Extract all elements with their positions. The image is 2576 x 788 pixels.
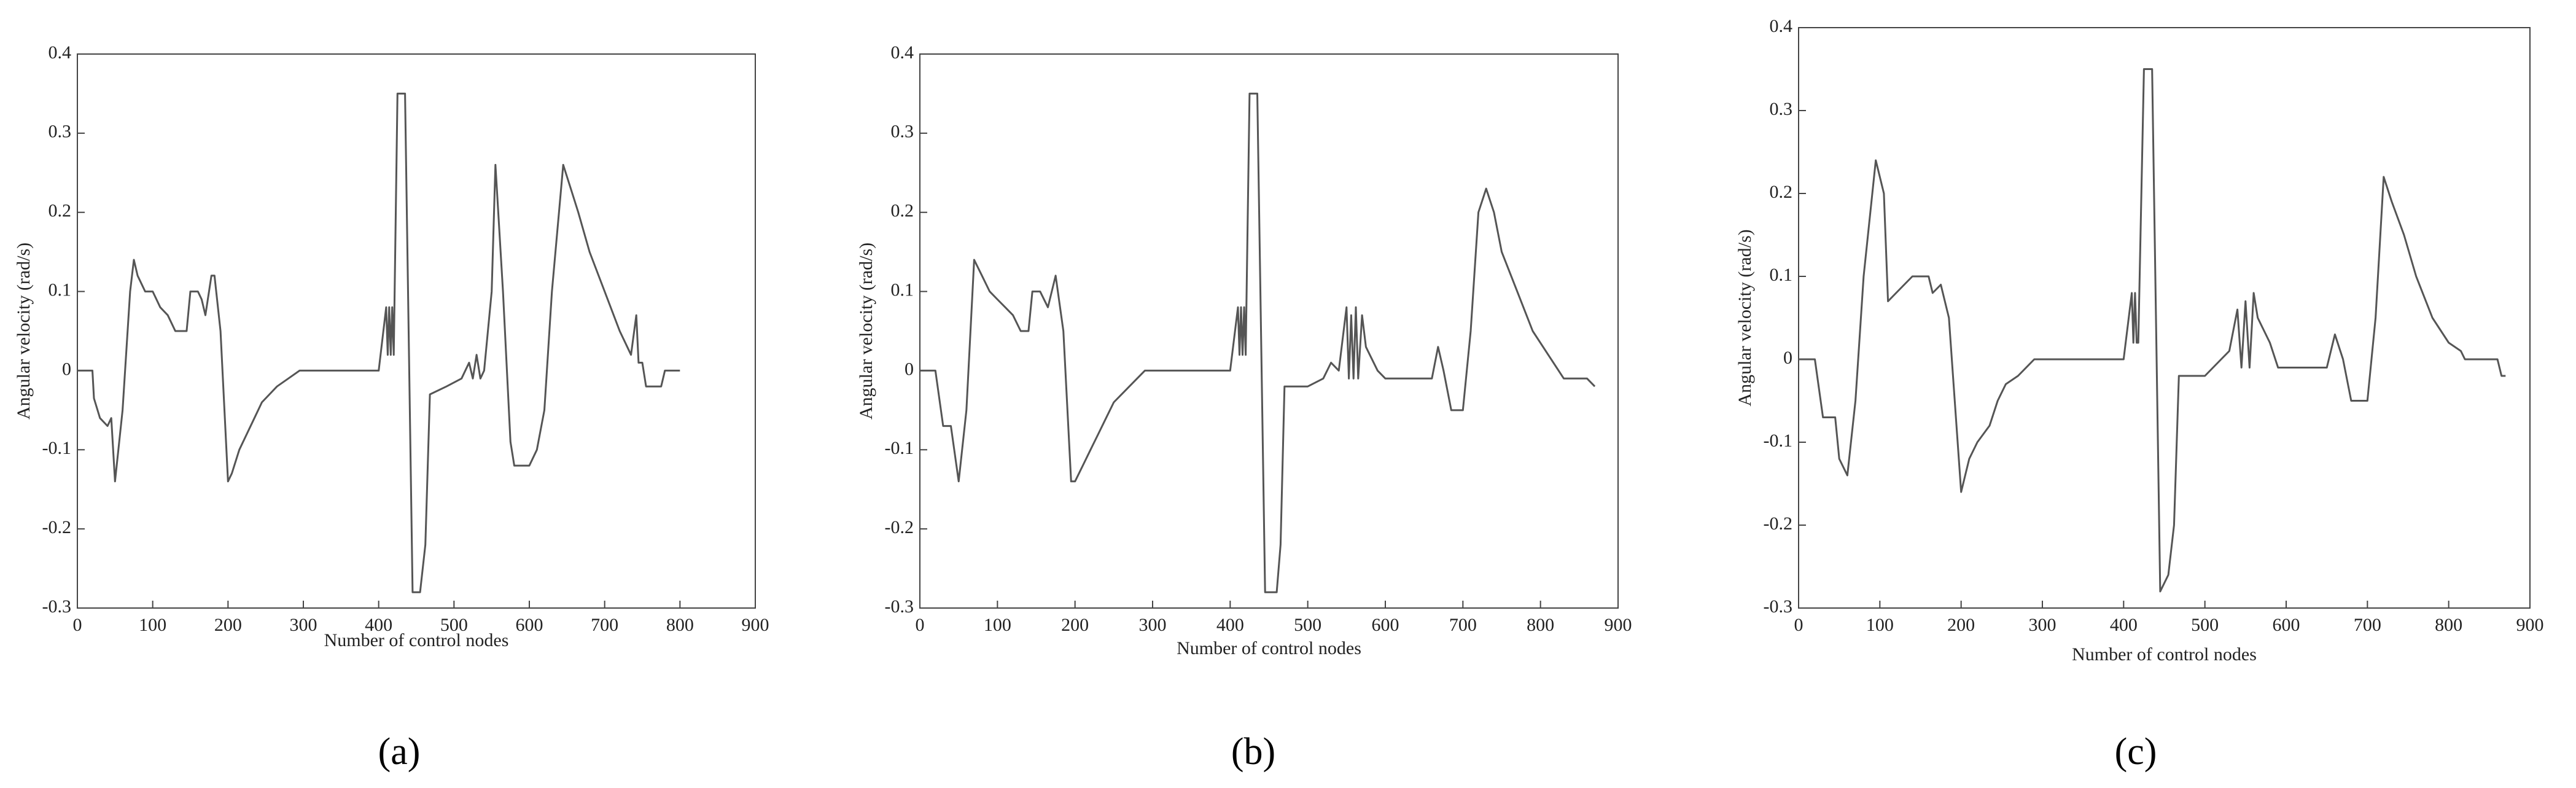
x-tick-label: 300: [2029, 615, 2057, 635]
x-tick-label: 300: [290, 615, 317, 635]
x-tick-label: 300: [1139, 615, 1167, 635]
x-tick-label: 500: [440, 615, 468, 635]
y-tick-label: 0.1: [1770, 265, 1793, 285]
y-tick-label: 0.2: [891, 201, 914, 221]
y-axis-label: Angular velocity (rad/s): [14, 243, 34, 419]
y-axis-label: Angular velocity (rad/s): [856, 243, 876, 419]
y-tick-label: -0.3: [42, 596, 72, 617]
y-tick-label: 0.1: [49, 279, 72, 300]
x-tick-label: 600: [2273, 615, 2300, 635]
y-tick-label: -0.1: [885, 438, 914, 458]
y-tick-label: 0: [1783, 348, 1792, 368]
x-tick-label: 100: [1866, 615, 1894, 635]
plot-frame: [1798, 27, 2531, 609]
y-tick-label: 0.4: [891, 42, 914, 63]
x-tick-label: 900: [1605, 615, 1632, 635]
y-tick-label: -0.3: [885, 596, 914, 617]
y-tick-label: -0.2: [42, 517, 72, 537]
x-tick-label: 100: [984, 615, 1011, 635]
y-tick-label: 0.1: [891, 279, 914, 300]
x-tick-label: 600: [1372, 615, 1399, 635]
x-tick-label: 500: [1294, 615, 1321, 635]
y-tick-label: 0.2: [49, 201, 72, 221]
x-tick-label: 0: [73, 615, 82, 635]
x-tick-label: 600: [516, 615, 543, 635]
y-tick-label: -0.3: [1764, 596, 1793, 617]
x-tick-label: 400: [2110, 615, 2138, 635]
subplot: 0 100 200 300 400 500 600 700 800 900 -0.3 -0.2 -0.1…: [856, 42, 1632, 773]
x-axis-label: Number of control nodes: [324, 630, 509, 650]
y-tick-label: 0.4: [1770, 16, 1793, 36]
y-tick-label: 0.2: [1770, 182, 1793, 202]
x-axis-label: Number of control nodes: [2072, 644, 2257, 665]
y-tick-label: -0.2: [885, 517, 914, 537]
data-line: [920, 92, 1596, 593]
x-tick-label: 100: [139, 615, 166, 635]
subplot: 0 100 200 300 400 500 600 700 800 900 -0.3 -0.2 -0.1…: [14, 42, 769, 773]
plot-frame: [919, 53, 1619, 609]
data-line: [77, 92, 680, 593]
x-tick-label: 700: [591, 615, 618, 635]
panel-label: (b): [1231, 731, 1275, 773]
plot-frame: [77, 53, 756, 609]
x-tick-label: 400: [365, 615, 392, 635]
y-axis-label: Angular velocity (rad/s): [1735, 229, 1755, 406]
x-tick-label: 800: [666, 615, 694, 635]
x-tick-label: 200: [1061, 615, 1089, 635]
y-tick-label: 0.3: [1770, 99, 1793, 119]
x-tick-label: 800: [2435, 615, 2462, 635]
y-tick-label: 0: [62, 359, 71, 379]
x-tick-label: 800: [1527, 615, 1554, 635]
x-tick-label: 700: [2354, 615, 2381, 635]
x-tick-label: 700: [1449, 615, 1477, 635]
x-tick-label: 0: [916, 615, 925, 635]
x-tick-label: 200: [1947, 615, 1975, 635]
x-tick-label: 400: [1216, 615, 1244, 635]
x-tick-label: 500: [2191, 615, 2219, 635]
x-tick-label: 900: [742, 615, 769, 635]
y-tick-label: -0.1: [1764, 431, 1793, 451]
y-tick-label: 0.4: [49, 42, 72, 63]
x-tick-label: 900: [2516, 615, 2544, 635]
subplot: 0 100 200 300 400 500 600 700 800 900 -0.3 -0.2 -0.1…: [1735, 16, 2544, 773]
y-tick-label: 0.3: [49, 122, 72, 142]
y-tick-label: -0.1: [42, 438, 72, 458]
x-axis-label: Number of control nodes: [1177, 638, 1361, 658]
data-line: [1799, 68, 2506, 593]
x-tick-label: 0: [1794, 615, 1804, 635]
x-tick-label: 200: [214, 615, 242, 635]
y-tick-label: -0.2: [1764, 513, 1793, 534]
panel-label: (a): [378, 731, 421, 773]
y-tick-label: 0: [905, 359, 914, 379]
panel-label: (c): [2115, 731, 2157, 773]
y-tick-label: 0.3: [891, 122, 914, 142]
